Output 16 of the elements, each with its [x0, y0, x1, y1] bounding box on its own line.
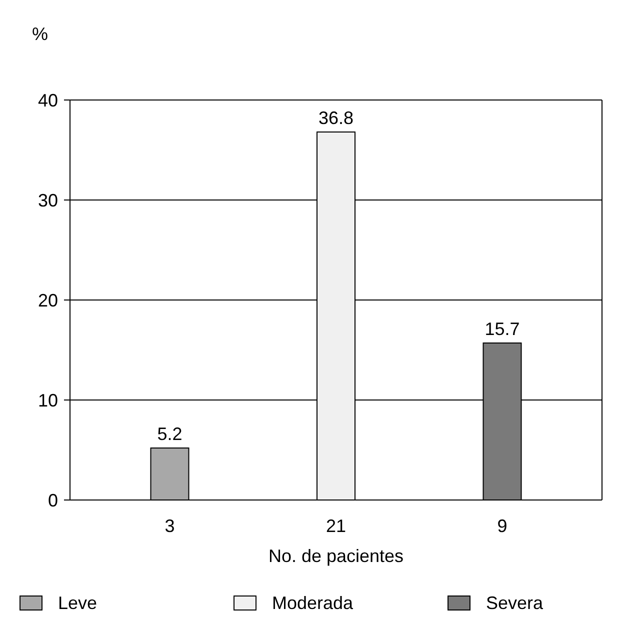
y-axis-title: % [32, 24, 48, 44]
data-label: 36.8 [318, 108, 354, 128]
x-tick-label: 9 [497, 516, 508, 536]
legend-label: Severa [486, 593, 544, 613]
x-axis-title: No. de pacientes [268, 546, 404, 566]
x-tick-label: 3 [164, 516, 175, 536]
y-tick-label: 40 [38, 90, 58, 110]
y-tick-label: 0 [48, 490, 58, 510]
y-tick-label: 30 [38, 190, 58, 210]
y-tick-label: 20 [38, 290, 58, 310]
x-tick-label: 21 [326, 516, 346, 536]
legend-label: Leve [58, 593, 98, 613]
data-label: 5.2 [157, 424, 182, 444]
data-label: 15.7 [484, 319, 520, 339]
legend-label: Moderada [272, 593, 354, 613]
y-tick-label: 10 [38, 390, 58, 410]
